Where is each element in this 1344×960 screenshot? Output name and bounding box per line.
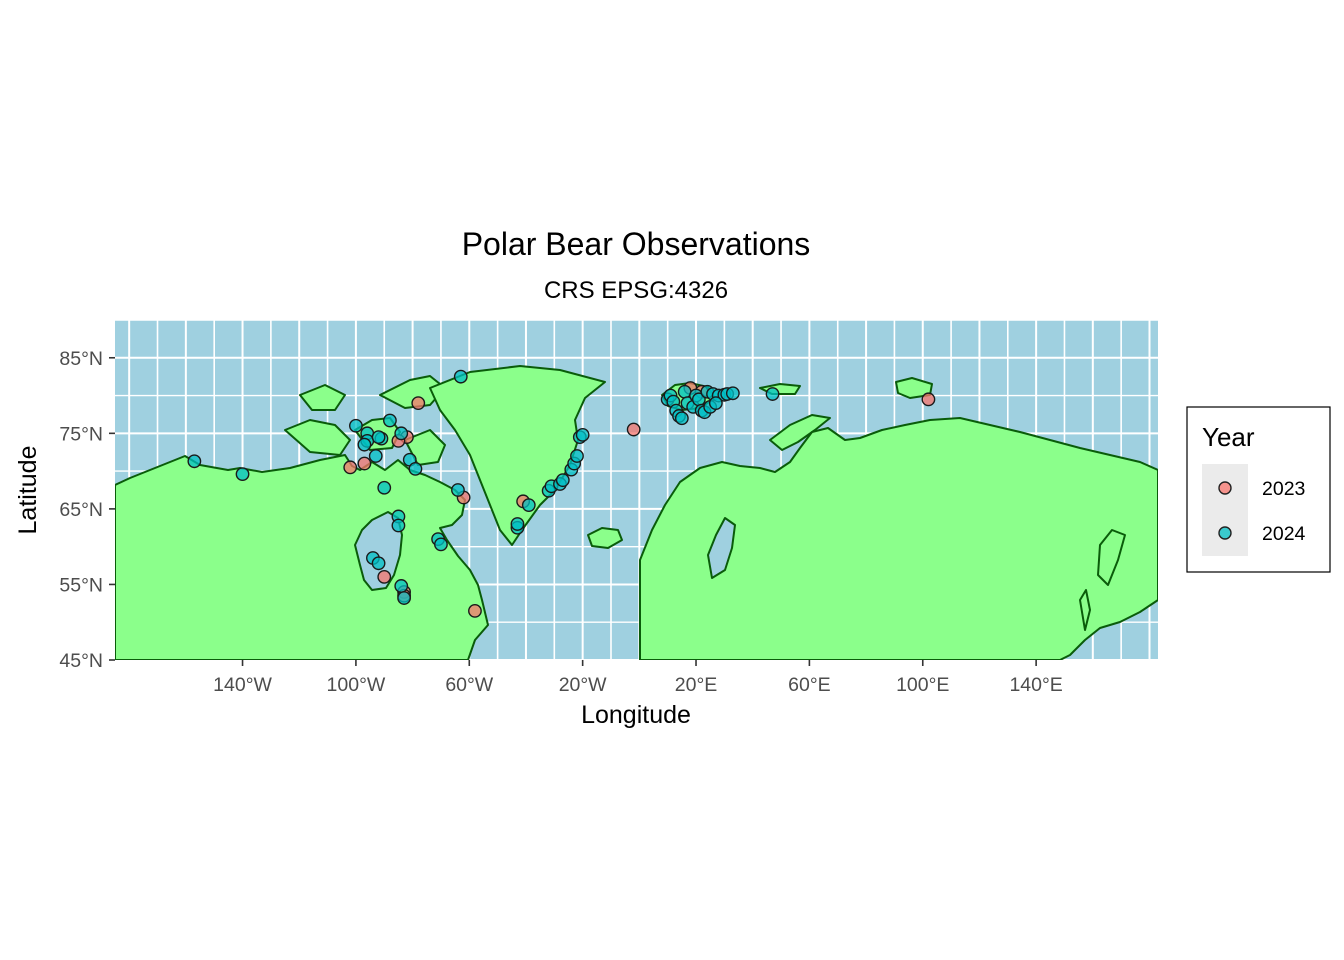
x-axis-title: Longitude	[581, 701, 691, 729]
y-tick-label: 45°N	[59, 650, 103, 672]
observation-point-2024	[575, 427, 590, 442]
observation-point-2024	[383, 413, 397, 428]
hudson-bay	[354, 511, 403, 591]
observation-point-2024	[371, 430, 386, 445]
observation-point-2023	[411, 396, 426, 411]
x-tick-label: 140°E	[1009, 674, 1062, 696]
y-tick-label: 85°N	[59, 348, 103, 370]
observation-point-2024	[708, 396, 723, 411]
north-america-landmass	[115, 454, 489, 660]
y-tick-label: 75°N	[59, 423, 103, 445]
observation-point-2023	[377, 569, 392, 584]
x-tick-label: 100°W	[327, 674, 386, 696]
observation-point-2023	[343, 460, 358, 475]
baltic-sea	[707, 517, 736, 579]
map-panel	[115, 319, 1158, 661]
legend-key-2023	[1218, 481, 1232, 495]
x-tick-label: 140°W	[213, 674, 272, 696]
observation-point-2023	[921, 392, 936, 407]
y-axis-title: Latitude	[14, 446, 42, 535]
observation-point-2023	[468, 603, 482, 618]
legend: Year 2023 2024	[1186, 406, 1331, 573]
y-axis: 45°N 55°N 65°N 75°N 85°N	[59, 348, 115, 672]
observation-point-2024	[725, 386, 740, 401]
observation-point-2024	[570, 449, 584, 463]
observation-point-2024	[187, 454, 202, 469]
kamchatka	[1097, 529, 1126, 586]
legend-key-2024	[1218, 526, 1232, 540]
novaya-zemlya	[769, 414, 831, 451]
legend-key-background	[1202, 464, 1248, 556]
observation-point-2024	[451, 483, 465, 497]
observation-point-2024	[357, 437, 372, 452]
observation-point-2024	[677, 384, 692, 399]
observation-point-2024	[371, 556, 386, 571]
legend-title: Year	[1202, 422, 1255, 452]
x-tick-label: 100°E	[896, 674, 949, 696]
observation-point-2023	[626, 422, 641, 437]
observation-point-2024	[408, 461, 423, 476]
x-axis: 140°W 100°W 60°W 20°W 20°E 60°E 100°E 140°E	[213, 660, 1063, 696]
observation-point-2024	[368, 449, 383, 463]
observation-point-2024	[377, 480, 392, 495]
observation-point-2024	[394, 426, 409, 441]
observation-point-2024	[510, 517, 525, 531]
chart-subtitle: CRS EPSG:4326	[544, 277, 728, 304]
legend-label-2023: 2023	[1262, 478, 1305, 500]
land-layer	[115, 365, 1158, 660]
x-tick-label: 20°E	[675, 674, 718, 696]
japan-islands	[1079, 589, 1091, 631]
y-tick-label: 65°N	[59, 499, 103, 521]
points-2024	[187, 369, 780, 605]
observation-point-2024	[521, 498, 536, 513]
observation-point-2024	[434, 537, 448, 552]
x-tick-label: 20°W	[559, 674, 607, 696]
y-tick-label: 55°N	[59, 574, 103, 596]
eurasia-landmass	[639, 417, 1158, 660]
x-tick-label: 60°W	[445, 674, 493, 696]
legend-label-2024: 2024	[1262, 523, 1306, 545]
observation-point-2024	[397, 591, 411, 605]
observation-point-2024	[674, 411, 689, 426]
observation-point-2024	[453, 369, 468, 384]
observation-point-2024	[555, 473, 570, 488]
chart-title: Polar Bear Observations	[462, 226, 811, 262]
iceland	[587, 527, 623, 549]
x-tick-label: 60°E	[788, 674, 831, 696]
observation-point-2024	[394, 579, 409, 593]
observation-point-2023	[357, 456, 372, 471]
observation-point-2024	[765, 387, 780, 401]
observation-point-2024	[235, 467, 250, 482]
observation-point-2024	[349, 418, 363, 433]
observation-point-2024	[391, 518, 406, 533]
